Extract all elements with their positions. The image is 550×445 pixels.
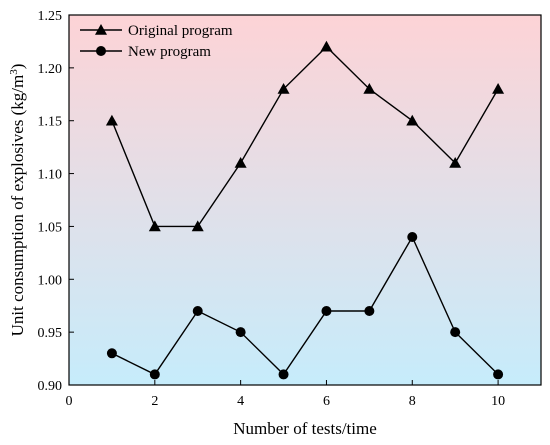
y-axis-title-close: ) [8, 64, 27, 70]
y-tick-label: 1.05 [38, 220, 63, 235]
data-point [149, 369, 160, 380]
data-point [364, 306, 375, 316]
y-tick-label: 1.20 [38, 62, 63, 77]
data-point [277, 83, 290, 94]
x-tick-label: 0 [66, 394, 73, 409]
data-point [191, 220, 204, 232]
data-point [407, 232, 418, 242]
y-tick-label: 1.10 [38, 168, 63, 183]
series-line [111, 235, 499, 376]
y-tick-label: 0.95 [38, 326, 63, 341]
y-axis-title-main: Unit consumption of explosives (kg/m [8, 75, 27, 337]
series-2 [106, 232, 504, 380]
legend: Original program New program [80, 23, 233, 60]
x-axis-title: Number of tests/time [233, 419, 377, 438]
data-point [106, 348, 117, 359]
x-tick-label: 6 [323, 394, 330, 409]
data-point [235, 327, 246, 338]
series-line [111, 45, 499, 228]
legend-label: New program [128, 44, 211, 60]
legend-marker [95, 24, 107, 35]
data-point [493, 369, 504, 380]
data-point [192, 306, 203, 316]
data-point [320, 40, 333, 52]
x-tick-label: 8 [409, 394, 416, 409]
legend-item: New program [80, 44, 211, 60]
series-layer [105, 40, 505, 380]
y-axis-title: Unit consumption of explosives (kg/m3) [8, 64, 27, 337]
series-1 [105, 40, 505, 232]
data-point [450, 327, 461, 338]
legend-item: Original program [80, 23, 233, 39]
data-point [148, 220, 161, 232]
data-point [449, 157, 462, 168]
x-tick-label: 4 [237, 394, 244, 409]
axis-ticks: 0 2 4 6 8 10 0.90 0.95 1.00 1.05 1.10 1.15 1.20 1.25 [38, 9, 506, 409]
legend-label: Original program [128, 23, 233, 39]
x-tick-label: 10 [491, 394, 505, 409]
data-point [492, 83, 505, 94]
data-point [363, 83, 376, 94]
data-point [234, 157, 247, 168]
plot-frame [68, 14, 542, 386]
data-point [406, 114, 419, 126]
y-tick-label: 1.25 [38, 9, 63, 24]
y-tick-label: 1.15 [38, 115, 63, 130]
y-tick-label: 1.00 [38, 273, 63, 288]
legend-marker [96, 46, 106, 56]
y-tick-label: 0.90 [38, 379, 63, 394]
x-tick-label: 2 [151, 394, 158, 409]
plot-area [69, 15, 541, 385]
data-point [321, 306, 332, 316]
data-point [105, 114, 118, 126]
data-point [278, 369, 289, 380]
y-axis-title-superscript: 3 [8, 69, 20, 75]
